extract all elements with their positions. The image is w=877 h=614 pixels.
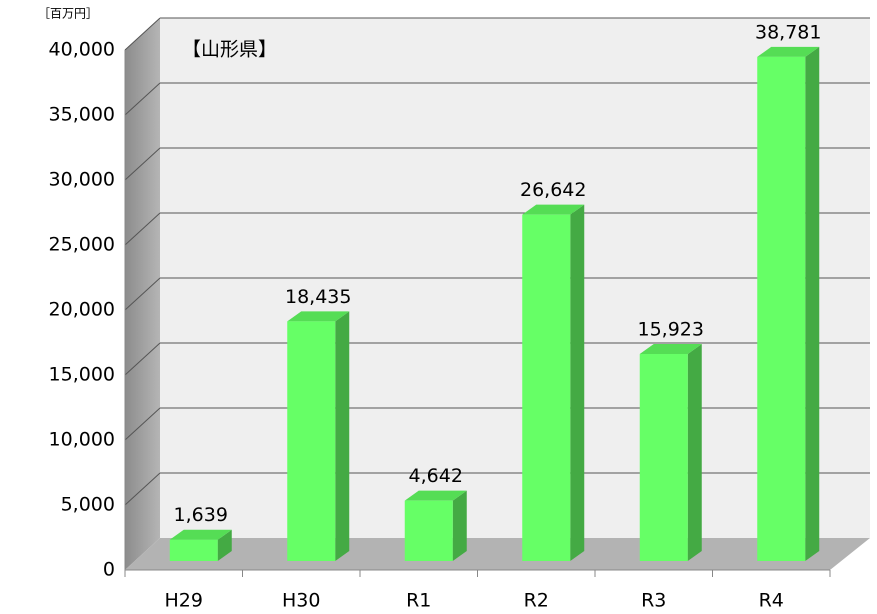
data-label: 26,642	[520, 179, 586, 201]
y-tick-label: 5,000	[61, 494, 115, 516]
data-label: 4,642	[409, 465, 463, 487]
chart-title: 【山形県】	[182, 39, 277, 61]
y-tick-label: 0	[103, 559, 115, 581]
bar-top	[404, 490, 467, 501]
bar	[757, 56, 806, 562]
y-tick-label: 35,000	[49, 104, 115, 126]
y-tick-label: 20,000	[49, 299, 115, 321]
bar	[169, 539, 218, 561]
grid-line	[124, 472, 161, 506]
data-label: 15,923	[638, 319, 704, 341]
y-tick-label: 25,000	[49, 234, 115, 256]
bar-top	[169, 529, 232, 540]
y-tick-label: 30,000	[49, 169, 115, 191]
bar-side	[335, 311, 350, 561]
x-tick-label: R2	[524, 590, 549, 612]
bar	[404, 500, 453, 561]
x-tick-label: R1	[406, 590, 431, 612]
bar-side	[805, 46, 820, 562]
bar-top	[639, 344, 702, 355]
bar-side	[570, 204, 585, 562]
y-tick-label: 10,000	[49, 429, 115, 451]
bar-side	[217, 529, 232, 561]
bar	[639, 354, 688, 561]
bar-side	[687, 344, 702, 561]
grid-line	[124, 17, 161, 51]
grid-line	[124, 277, 161, 311]
x-tick-label: H30	[282, 590, 320, 612]
y-tick-label: 40,000	[49, 39, 115, 61]
x-tick-label: R4	[759, 590, 784, 612]
data-label: 38,781	[755, 21, 821, 43]
x-tick-label: R3	[641, 590, 666, 612]
grid-line	[124, 82, 161, 116]
grid-line	[124, 407, 161, 441]
bar-top	[287, 311, 350, 322]
bar-side	[452, 490, 467, 561]
bar-top	[522, 204, 585, 215]
unit-label: ［百万円］	[38, 7, 98, 21]
bar	[287, 321, 336, 561]
grid-line	[124, 212, 161, 246]
bar-top	[757, 46, 820, 57]
x-tick-label: H29	[165, 590, 203, 612]
bar	[522, 214, 571, 562]
grid-line	[124, 342, 161, 376]
data-label: 18,435	[285, 286, 351, 308]
grid-line	[124, 147, 161, 181]
y-tick-label: 15,000	[49, 364, 115, 386]
data-label: 1,639	[174, 504, 228, 526]
